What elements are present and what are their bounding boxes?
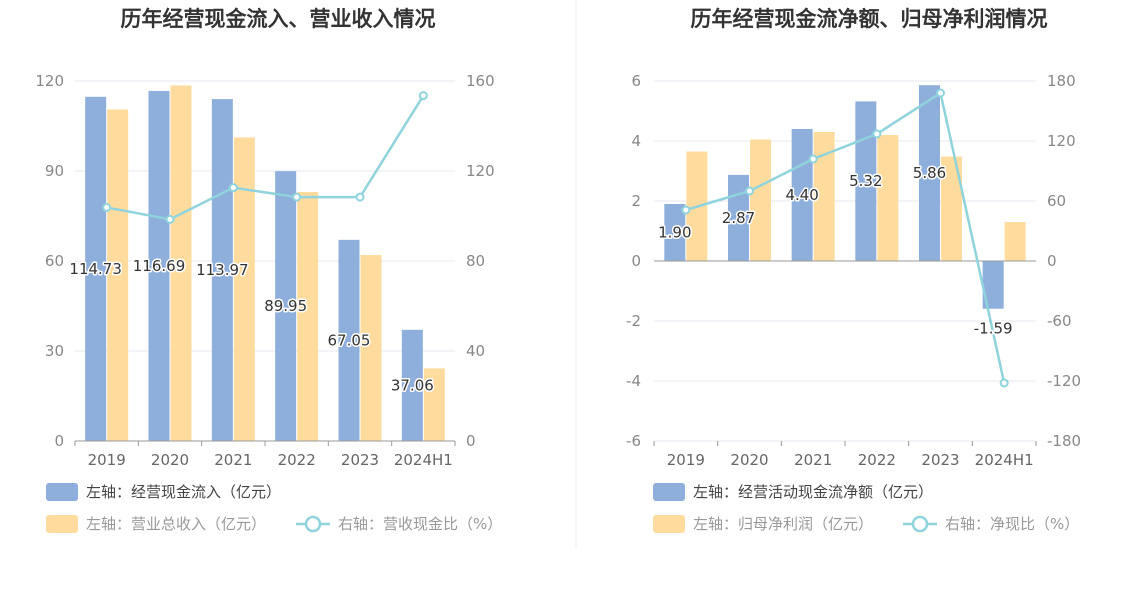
chart2-legend-line: 右轴：净现比（%）: [945, 515, 1079, 533]
chart1-bar-secondary: [107, 109, 129, 441]
chart2-bar-primary: [919, 85, 940, 261]
chart1-xtick-label: 2023: [341, 451, 379, 469]
chart1-ytick-left: 30: [45, 342, 64, 360]
chart2-ytick-right: 180: [1047, 72, 1076, 90]
chart2-xtick-label: 2023: [921, 451, 959, 469]
chart2-ytick-left: -2: [626, 312, 641, 330]
chart1-line-series: [106, 94, 425, 221]
chart1-line-point: [228, 183, 238, 193]
chart2-ytick-left: -4: [626, 372, 641, 390]
chart1-ytick-left: 60: [45, 252, 64, 270]
chart1-ytick-right: 40: [466, 342, 485, 360]
chart1-bar-primary: [275, 171, 297, 441]
chart2-ytick-left: 0: [631, 252, 641, 270]
chart2-ytick-left: 4: [631, 132, 641, 150]
chart1-data-label: 89.95: [264, 297, 307, 315]
chart2-line-point: [999, 378, 1009, 388]
chart2-xtick-label: 2024H1: [975, 451, 1034, 469]
chart1-line-point: [355, 192, 365, 202]
chart2-legend-primary: 左轴：经营活动现金流净额（亿元）: [693, 483, 933, 501]
chart1-xtick-label: 2024H1: [394, 451, 453, 469]
chart1-ytick-left: 0: [54, 432, 64, 450]
chart2-line-point: [745, 186, 754, 196]
chart2-xtick-label: 2020: [730, 451, 768, 469]
chart1-xtick-label: 2022: [278, 451, 316, 469]
chart2-ytick-left: 2: [631, 192, 641, 210]
chart1-legend-secondary: 左轴：营业总收入（亿元）: [86, 515, 266, 533]
chart2-legend-swatch-primary: [653, 483, 685, 501]
chart2-ytick-right: 120: [1047, 132, 1076, 150]
chart2-xtick-label: 2021: [794, 451, 832, 469]
chart1-legend-swatch-secondary: [46, 515, 78, 533]
chart2-bar-primary: [982, 261, 1004, 309]
chart1-data-label: 116.69: [133, 257, 186, 275]
chart1-line-point: [418, 91, 428, 101]
chart2-line-point: [681, 205, 691, 215]
chart2-line-point: [936, 88, 945, 98]
chart2-xtick-label: 2022: [858, 451, 896, 469]
chart2-bar-secondary: [1004, 222, 1026, 261]
chart2-data-label: 2.87: [722, 209, 755, 227]
chart2-ytick-right: -180: [1047, 432, 1081, 450]
chart2-line-point: [808, 154, 818, 164]
chart1-bar-secondary: [297, 192, 319, 441]
chart1-data-label: 114.73: [69, 260, 122, 278]
chart2-line-point: [872, 129, 882, 139]
chart1-ytick-right: 160: [466, 72, 495, 90]
chart2-xtick-label: 2019: [667, 451, 705, 469]
chart2-ytick-right: 60: [1047, 192, 1066, 210]
chart2-legend-swatch-secondary: [653, 515, 685, 533]
chart2-bar-secondary: [750, 139, 771, 261]
chart1-line-point: [102, 202, 112, 212]
chart1-bar-secondary: [233, 137, 255, 441]
chart2-bar-secondary: [941, 156, 962, 261]
chart1-bar-primary: [148, 90, 170, 442]
chart1-ytick-left: 90: [45, 162, 64, 180]
chart2-bar-primary: [664, 204, 686, 261]
chart1-bar-secondary: [170, 85, 192, 441]
chart1-bar-secondary: [423, 368, 445, 441]
chart1-xtick-label: 2020: [151, 451, 189, 469]
chart2-ytick-right: 0: [1047, 252, 1057, 270]
chart2-line-series: [685, 90, 1006, 384]
chart2-data-label: -1.59: [974, 320, 1013, 338]
chart2-legend-swatch-line-marker: [911, 515, 929, 533]
chart1-line-point: [165, 214, 175, 224]
chart1-bar-primary: [211, 99, 233, 441]
chart2-ytick-right: -60: [1047, 312, 1072, 330]
chart1-ytick-left: 120: [35, 72, 64, 90]
chart1-bar-primary: [401, 329, 423, 441]
chart1-bar-primary: [338, 239, 360, 441]
chart1-data-label: 67.05: [328, 331, 371, 349]
chart1-line-point: [292, 192, 302, 202]
chart1-legend-line: 右轴：营收现金比（%）: [338, 515, 502, 533]
chart2-ytick-left: 6: [631, 72, 641, 90]
chart2-data-label: 1.90: [658, 224, 691, 242]
chart2-data-label: 4.40: [785, 186, 818, 204]
chart2-data-label: 5.32: [849, 172, 882, 190]
chart2-data-label: 5.86: [913, 164, 946, 182]
chart1-xtick-label: 2021: [214, 451, 252, 469]
chart1-legend-swatch-line-marker: [304, 515, 322, 533]
chart1-bar-secondary: [360, 255, 382, 441]
chart1-ytick-right: 80: [466, 252, 485, 270]
chart1-xtick-label: 2019: [88, 451, 126, 469]
chart2-bar-secondary: [877, 135, 899, 261]
chart1-ytick-right: 120: [466, 162, 495, 180]
chart1-bar-primary: [85, 96, 107, 441]
chart2-legend-secondary: 左轴：归母净利润（亿元）: [693, 515, 873, 533]
chart2-ytick-left: -6: [626, 432, 641, 450]
chart1-data-label: 37.06: [391, 376, 434, 394]
chart1-legend-primary: 左轴：经营现金流入（亿元）: [86, 483, 281, 501]
chart1-legend-swatch-primary: [46, 483, 78, 501]
chart1-title: 历年经营现金流入、营业收入情况: [121, 7, 436, 31]
chart1-ytick-right: 0: [466, 432, 476, 450]
chart2-title: 历年经营现金流净额、归母净利润情况: [691, 7, 1048, 31]
chart2-bar-secondary: [813, 132, 835, 261]
chart1-data-label: 113.97: [196, 261, 249, 279]
chart2-ytick-right: -120: [1047, 372, 1081, 390]
